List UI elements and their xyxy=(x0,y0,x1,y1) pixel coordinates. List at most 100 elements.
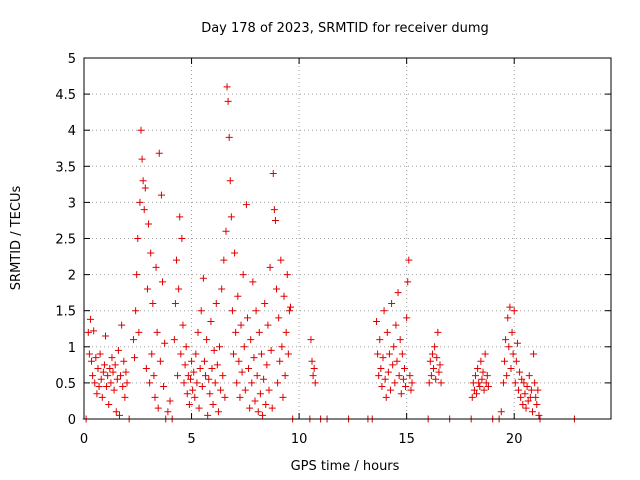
data-point xyxy=(182,343,190,351)
data-point xyxy=(85,350,93,358)
data-point xyxy=(261,299,269,307)
data-point xyxy=(260,375,268,383)
data-point xyxy=(136,198,144,206)
plot-frame xyxy=(83,57,612,420)
data-point xyxy=(377,364,385,372)
x-tick-label: 5 xyxy=(187,432,195,447)
data-point xyxy=(379,354,387,362)
data-point xyxy=(193,379,201,387)
data-point xyxy=(435,368,443,376)
data-point xyxy=(196,364,204,372)
data-point xyxy=(393,357,401,365)
data-point xyxy=(84,328,92,336)
data-point xyxy=(480,386,488,394)
data-point xyxy=(188,357,196,365)
data-point xyxy=(142,364,150,372)
data-point xyxy=(220,256,228,264)
data-point xyxy=(264,321,272,329)
data-point xyxy=(232,328,240,336)
data-point xyxy=(474,364,482,372)
data-point xyxy=(522,404,530,412)
data-point xyxy=(534,386,542,394)
data-point xyxy=(501,357,509,365)
data-point xyxy=(427,372,435,380)
data-point xyxy=(246,404,254,412)
data-point xyxy=(380,307,388,315)
data-point xyxy=(231,249,239,257)
y-tick-label: 2.5 xyxy=(55,233,76,248)
data-point xyxy=(282,328,290,336)
data-point xyxy=(218,285,226,293)
data-point xyxy=(207,318,215,326)
data-point xyxy=(154,404,162,412)
grid-lines xyxy=(84,58,611,419)
data-point xyxy=(140,206,148,214)
data-point xyxy=(509,350,517,358)
data-point xyxy=(177,350,185,358)
data-point xyxy=(252,307,260,315)
data-point xyxy=(387,386,395,394)
data-point xyxy=(251,397,259,405)
data-point xyxy=(223,83,231,91)
data-point xyxy=(112,408,120,416)
data-point xyxy=(397,390,405,398)
data-point xyxy=(503,372,511,380)
data-point xyxy=(107,379,115,387)
data-point xyxy=(179,321,187,329)
data-point xyxy=(234,292,242,300)
data-point xyxy=(285,307,293,315)
data-point xyxy=(274,379,282,387)
data-point xyxy=(104,372,112,380)
data-point xyxy=(110,386,118,394)
data-point xyxy=(390,343,398,351)
data-point xyxy=(161,339,169,347)
y-tick-label: 1 xyxy=(68,341,76,356)
chart-title: Day 178 of 2023, SRMTID for receiver dum… xyxy=(201,21,489,36)
data-point xyxy=(307,336,315,344)
data-point xyxy=(160,383,168,391)
data-point xyxy=(256,390,264,398)
data-point xyxy=(505,343,513,351)
data-point xyxy=(395,372,403,380)
data-point xyxy=(405,256,413,264)
data-point xyxy=(523,383,531,391)
data-point xyxy=(228,307,236,315)
data-point xyxy=(178,235,186,242)
data-point xyxy=(269,170,277,178)
data-point xyxy=(139,177,147,185)
data-point xyxy=(471,372,479,380)
data-point xyxy=(406,372,414,380)
data-point xyxy=(108,354,116,362)
data-point xyxy=(531,379,539,387)
data-point xyxy=(166,397,174,405)
data-point xyxy=(200,357,208,365)
data-point xyxy=(478,375,486,383)
data-point xyxy=(147,249,155,257)
data-point xyxy=(403,314,411,322)
data-point xyxy=(279,393,287,401)
data-point xyxy=(206,390,214,398)
data-point xyxy=(197,307,205,315)
data-point xyxy=(236,393,244,401)
data-point xyxy=(249,278,257,286)
data-point xyxy=(520,379,528,387)
data-point xyxy=(433,354,441,362)
data-point xyxy=(275,314,283,322)
data-point xyxy=(213,361,221,369)
data-point xyxy=(407,386,415,394)
data-point xyxy=(194,328,202,336)
data-point xyxy=(100,361,108,369)
data-point xyxy=(222,227,230,235)
data-point xyxy=(145,220,153,228)
data-point xyxy=(214,408,222,416)
data-point xyxy=(235,357,243,365)
y-tick-label: 2 xyxy=(68,269,76,284)
data-point xyxy=(375,372,383,380)
data-point xyxy=(394,289,402,297)
y-tick-label: 5 xyxy=(68,52,76,67)
data-point xyxy=(183,390,191,398)
axes: 0 0.5 1 1.5 2 2.5 3 3.5 4 4.5 5 0 5 10 15 20 xyxy=(55,52,611,447)
data-point xyxy=(239,271,247,279)
data-point xyxy=(114,346,122,354)
